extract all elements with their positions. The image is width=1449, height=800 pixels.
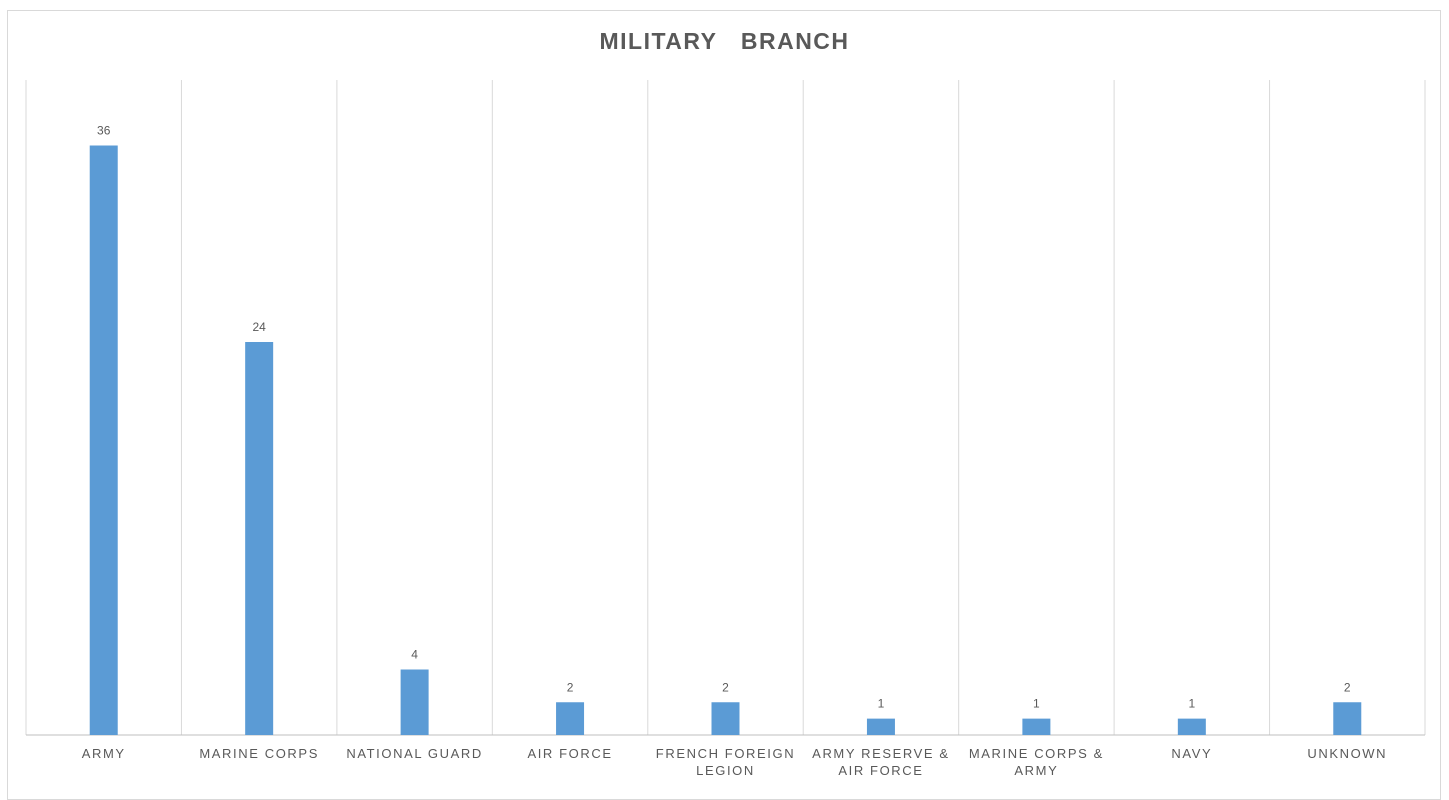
- data-label-2: 4: [411, 648, 418, 662]
- data-label-4: 2: [722, 680, 729, 694]
- bar-5: [867, 719, 895, 735]
- data-label-3: 2: [567, 680, 574, 694]
- tick-label-4-0: FRENCH FOREIGN: [656, 746, 795, 761]
- data-label-8: 2: [1344, 680, 1351, 694]
- tick-label-7-0: NAVY: [1171, 746, 1212, 761]
- bar-7: [1178, 719, 1206, 735]
- tick-labels-layer: ARMY MARINE CORPS NATIONAL GUARD AIR FORCE F…: [82, 746, 1387, 778]
- tick-label-8-0: UNKNOWN: [1307, 746, 1387, 761]
- grid-layer: [26, 80, 1425, 735]
- bar-4: [712, 702, 740, 735]
- tick-label-0-0: ARMY: [82, 746, 126, 761]
- tick-label-2-0: NATIONAL GUARD: [346, 746, 483, 761]
- data-label-1: 24: [252, 320, 266, 334]
- tick-label-5-0: ARMY RESERVE &: [812, 746, 950, 761]
- data-label-7: 1: [1188, 697, 1195, 711]
- bar-1: [245, 342, 273, 735]
- tick-label-6-1: ARMY: [1014, 763, 1058, 778]
- bar-8: [1333, 702, 1361, 735]
- bar-3: [556, 702, 584, 735]
- tick-label-6-0: MARINE CORPS &: [969, 746, 1104, 761]
- bar-6: [1022, 719, 1050, 735]
- tick-label-4-1: LEGION: [696, 763, 755, 778]
- data-label-0: 36: [97, 124, 111, 138]
- data-label-6: 1: [1033, 697, 1040, 711]
- bar-0: [90, 146, 118, 736]
- tick-label-3-0: AIR FORCE: [527, 746, 612, 761]
- tick-label-1-0: MARINE CORPS: [199, 746, 319, 761]
- value-labels-layer: 36 24 4 2 2 1 1 1 2: [97, 124, 1351, 711]
- bar-2: [401, 670, 429, 736]
- data-label-5: 1: [878, 697, 885, 711]
- bars-layer: [90, 146, 1362, 736]
- tick-label-5-1: AIR FORCE: [838, 763, 923, 778]
